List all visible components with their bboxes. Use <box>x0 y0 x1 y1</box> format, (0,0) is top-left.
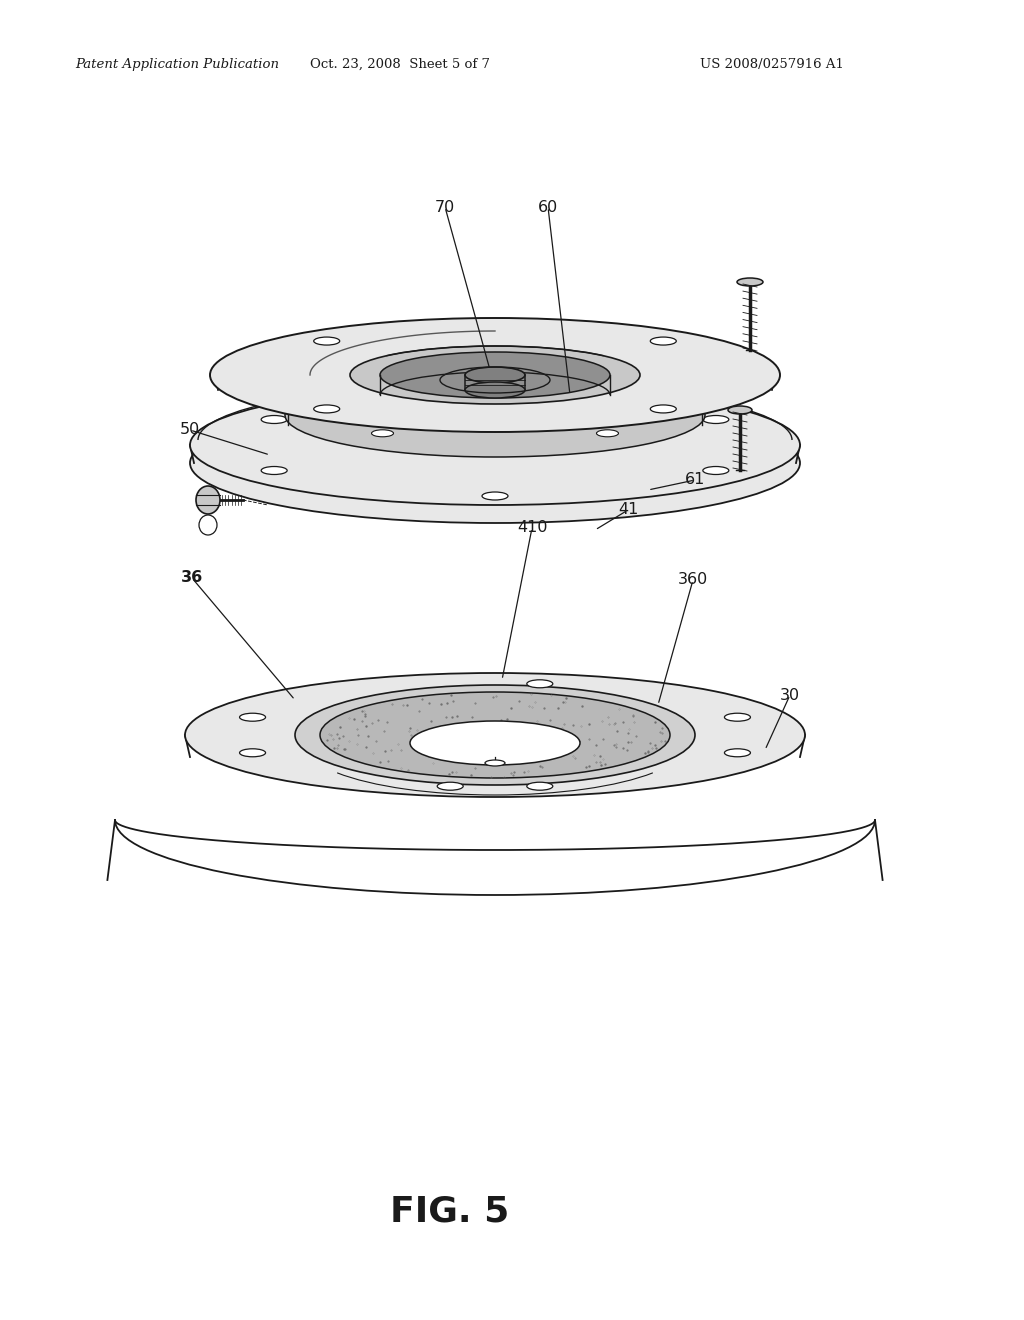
Ellipse shape <box>372 430 393 437</box>
Text: 41: 41 <box>617 503 638 517</box>
Ellipse shape <box>724 748 751 756</box>
Ellipse shape <box>319 692 670 777</box>
Text: US 2008/0257916 A1: US 2008/0257916 A1 <box>700 58 844 71</box>
Ellipse shape <box>261 466 287 474</box>
Text: 50: 50 <box>180 422 200 437</box>
Ellipse shape <box>728 407 752 414</box>
Text: 61: 61 <box>685 473 706 487</box>
Ellipse shape <box>295 685 695 785</box>
Text: 70: 70 <box>435 199 455 214</box>
Text: 30: 30 <box>780 688 800 702</box>
Ellipse shape <box>702 466 729 474</box>
Ellipse shape <box>196 486 220 513</box>
Ellipse shape <box>482 389 508 399</box>
Ellipse shape <box>437 783 463 791</box>
Ellipse shape <box>465 381 525 399</box>
Ellipse shape <box>410 721 580 766</box>
Ellipse shape <box>737 279 763 286</box>
Ellipse shape <box>240 748 265 756</box>
Text: 360: 360 <box>678 573 709 587</box>
Text: FIG. 5: FIG. 5 <box>390 1195 509 1229</box>
Text: 36: 36 <box>181 570 203 586</box>
Ellipse shape <box>526 680 553 688</box>
Ellipse shape <box>350 346 640 404</box>
Ellipse shape <box>285 374 705 457</box>
Ellipse shape <box>465 367 525 383</box>
Text: 410: 410 <box>517 520 547 536</box>
Ellipse shape <box>650 405 676 413</box>
Ellipse shape <box>724 713 751 721</box>
Ellipse shape <box>261 416 287 424</box>
Ellipse shape <box>190 385 800 506</box>
Ellipse shape <box>190 403 800 523</box>
Ellipse shape <box>240 713 265 721</box>
Text: Oct. 23, 2008  Sheet 5 of 7: Oct. 23, 2008 Sheet 5 of 7 <box>310 58 490 71</box>
Ellipse shape <box>313 405 340 413</box>
Ellipse shape <box>210 318 780 432</box>
Ellipse shape <box>485 760 505 766</box>
Ellipse shape <box>482 492 508 500</box>
Text: Patent Application Publication: Patent Application Publication <box>75 58 279 71</box>
Ellipse shape <box>185 673 805 797</box>
Ellipse shape <box>650 337 676 345</box>
Ellipse shape <box>380 352 610 399</box>
Ellipse shape <box>526 783 553 791</box>
Text: 60: 60 <box>538 199 558 214</box>
Ellipse shape <box>597 430 618 437</box>
Ellipse shape <box>484 420 506 426</box>
Ellipse shape <box>702 416 729 424</box>
Ellipse shape <box>199 515 217 535</box>
Ellipse shape <box>313 337 340 345</box>
